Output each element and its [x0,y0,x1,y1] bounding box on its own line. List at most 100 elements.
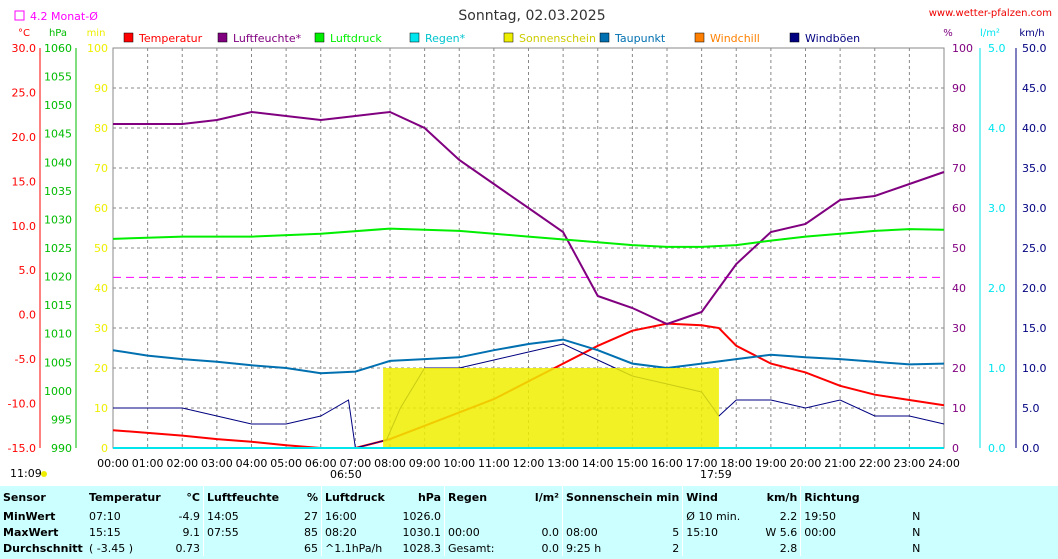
legend-swatch [409,32,420,43]
pressure-tick-label: 1060 [44,42,72,55]
hdr-rain-unit: l/m² [534,490,559,504]
sun-tick-label: 50 [94,242,108,255]
hdr-press: Luftdruck [321,486,398,508]
hdr-wind-unit: km/h [766,490,798,504]
humidity-tick-label: 40 [952,282,966,295]
x-tick-label: 02:00 [166,457,198,470]
x-tick-label: 21:00 [824,457,856,470]
chart-title: Sonntag, 02.03.2025 [458,8,605,24]
sun-tick-label: 60 [94,202,108,215]
cell-hum: 85 [304,525,318,539]
pressure-tick-label: 1030 [44,213,72,226]
temp-tick-label: -5.0 [15,353,36,366]
temp-tick-label: 0.0 [19,309,37,322]
x-tick-label: 08:00 [374,457,406,470]
pressure-tick-label: 1045 [44,128,72,141]
stats-header-row: Sensor Temperatur °C Luftfeuchte % Luftd… [0,486,923,508]
cell-wind-label: Ø 10 min. [682,508,760,524]
cell-dir: N [912,509,921,523]
rain-tick-label: 3.0 [988,202,1006,215]
legend-swatch [599,32,610,43]
hdr-press-unit: hPa [417,490,441,504]
hdr-temp-unit: °C [186,490,200,504]
legend-label: Luftfeuchte* [233,32,302,45]
cell-hum-time: 14:05 [203,508,290,524]
cell-press: 1030.1 [402,525,442,539]
row-label: Durchschnitt [3,541,83,555]
x-tick-label: 01:00 [132,457,164,470]
series-taupunkt [112,338,945,375]
cell-sun-time: 08:00 [562,524,654,540]
row-label: MaxWert [3,525,59,539]
sun-tick-label: 10 [94,402,108,415]
cell-temp-time: 15:15 [89,525,121,539]
cell-rain [521,508,563,524]
wind-tick-label: 15.0 [1022,322,1047,335]
x-tick-label: 14:00 [582,457,614,470]
cell-rain-time: Gesamt: [444,540,521,556]
cell-rain-time: 00:00 [444,524,521,540]
temp-tick-label: 15.0 [12,175,37,188]
legend-label: Sonnenschein [519,32,596,45]
hdr-hum: Luftfeuchte [203,486,290,508]
humidity-tick-label: 60 [952,202,966,215]
cell-press: 1028.3 [402,541,442,555]
humidity-tick-label: 50 [952,242,966,255]
legend-label: Temperatur [138,32,203,45]
rain-tick-label: 4.0 [988,122,1006,135]
cell-press-time: 16:00 [321,508,398,524]
humidity-tick-label: 10 [952,402,966,415]
x-tick-label: 18:00 [720,457,752,470]
stats-row-max: MaxWert 15:15 9.1 07:55 85 08:20 1030.1 … [0,524,923,540]
stats-panel: Sensor Temperatur °C Luftfeuchte % Luftd… [0,486,1058,559]
wind-tick-label: 50.0 [1022,42,1047,55]
cell-dir-time: 19:50 [800,508,888,524]
cell-sun: 2 [672,541,680,555]
x-tick-label: 13:00 [547,457,579,470]
sun-tick-label: 70 [94,162,108,175]
x-tick-label: 04:00 [236,457,268,470]
legend-swatch [694,32,705,43]
hdr-sensor: Sensor [3,490,46,504]
cell-wind: 2.8 [779,541,798,555]
x-tick-label: 06:00 [305,457,337,470]
cell-rain-time [444,508,521,524]
wind-tick-label: 20.0 [1022,282,1047,295]
pressure-tick-label: 1005 [44,356,72,369]
series-luftdruck [112,227,945,248]
cell-temp: 0.73 [175,541,201,555]
humidity-tick-label: 90 [952,82,966,95]
weather-chart: Sonntag, 02.03.2025 www.wetter-pfalzen.c… [8,8,1052,481]
hdr-temp: Temperatur [89,490,161,504]
cell-dir: N [912,541,921,555]
legend-label: Luftdruck [330,32,382,45]
pressure-tick-label: 1010 [44,328,72,341]
series-luftfeuchte [113,110,945,326]
rain-tick-label: 5.0 [988,42,1006,55]
cell-temp-time: 07:10 [89,509,121,523]
x-tick-label: 00:00 [97,457,129,470]
cell-sun-time [562,508,654,524]
wind-tick-label: 30.0 [1022,202,1047,215]
cell-hum: 27 [304,509,318,523]
wind-tick-label: 5.0 [1022,402,1040,415]
site-link[interactable]: www.wetter-pfalzen.com [929,8,1052,19]
pressure-tick-label: 1050 [44,99,72,112]
hdr-wind: Wind [682,486,760,508]
temp-unit-label: °C [18,28,30,39]
pressure-tick-label: 1055 [44,71,72,84]
cell-temp: 9.1 [182,525,201,539]
humidity-tick-label: 20 [952,362,966,375]
legend-swatch [123,32,134,43]
humidity-unit-label: % [943,28,953,39]
sun-tick-label: 30 [94,322,108,335]
pressure-unit-label: hPa [49,28,67,39]
wind-tick-label: 25.0 [1022,242,1047,255]
pressure-tick-label: 1025 [44,242,72,255]
x-tick-label: 15:00 [617,457,649,470]
wind-tick-label: 45.0 [1022,82,1047,95]
rain-tick-label: 0.0 [988,442,1006,455]
x-tick-label: 12:00 [513,457,545,470]
wind-tick-label: 35.0 [1022,162,1047,175]
x-tick-label: 20:00 [790,457,822,470]
